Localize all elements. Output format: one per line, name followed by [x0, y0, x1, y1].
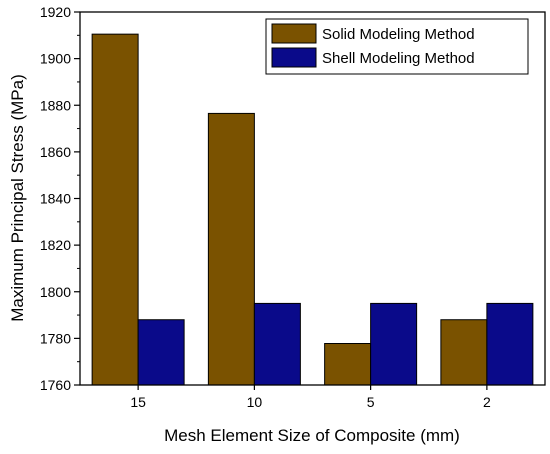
bar-solid-2 — [440, 319, 488, 386]
bar-solid-5 — [324, 343, 372, 386]
legend-label-solid: Solid Modeling Method — [322, 26, 475, 43]
y-tick-label: 1900 — [40, 51, 71, 67]
bar-solid-15 — [91, 33, 139, 386]
x-tick-label: 2 — [483, 394, 491, 410]
bar-shell-10 — [253, 302, 301, 386]
x-axis-title: Mesh Element Size of Composite (mm) — [164, 426, 460, 445]
bar-shell-15 — [137, 319, 185, 386]
y-tick-label: 1820 — [40, 237, 71, 253]
y-axis-title: Maximum Principal Stress (MPa) — [8, 74, 27, 322]
bar-shell-5 — [370, 302, 418, 386]
x-tick-label: 10 — [247, 394, 263, 410]
y-tick-label: 1840 — [40, 191, 71, 207]
y-tick-label: 1800 — [40, 284, 71, 300]
x-tick-label: 15 — [130, 394, 146, 410]
y-tick-label: 1880 — [40, 97, 71, 113]
y-tick-label: 1760 — [40, 377, 71, 393]
legend: Solid Modeling Method Shell Modeling Meth… — [265, 18, 529, 75]
bars-layer — [91, 33, 534, 386]
bar-solid-10 — [207, 112, 255, 386]
legend-swatch-solid — [271, 23, 317, 44]
x-tick-label: 5 — [367, 394, 375, 410]
bar-shell-2 — [486, 302, 534, 386]
y-tick-label: 1780 — [40, 330, 71, 346]
y-tick-label: 1920 — [40, 4, 71, 20]
legend-label-shell: Shell Modeling Method — [322, 50, 475, 67]
y-tick-label: 1860 — [40, 144, 71, 160]
axes-layer: 1760 1780 1800 1820 1840 1860 1880 1900 1920 15 10… — [40, 4, 491, 410]
legend-swatch-shell — [271, 47, 317, 68]
